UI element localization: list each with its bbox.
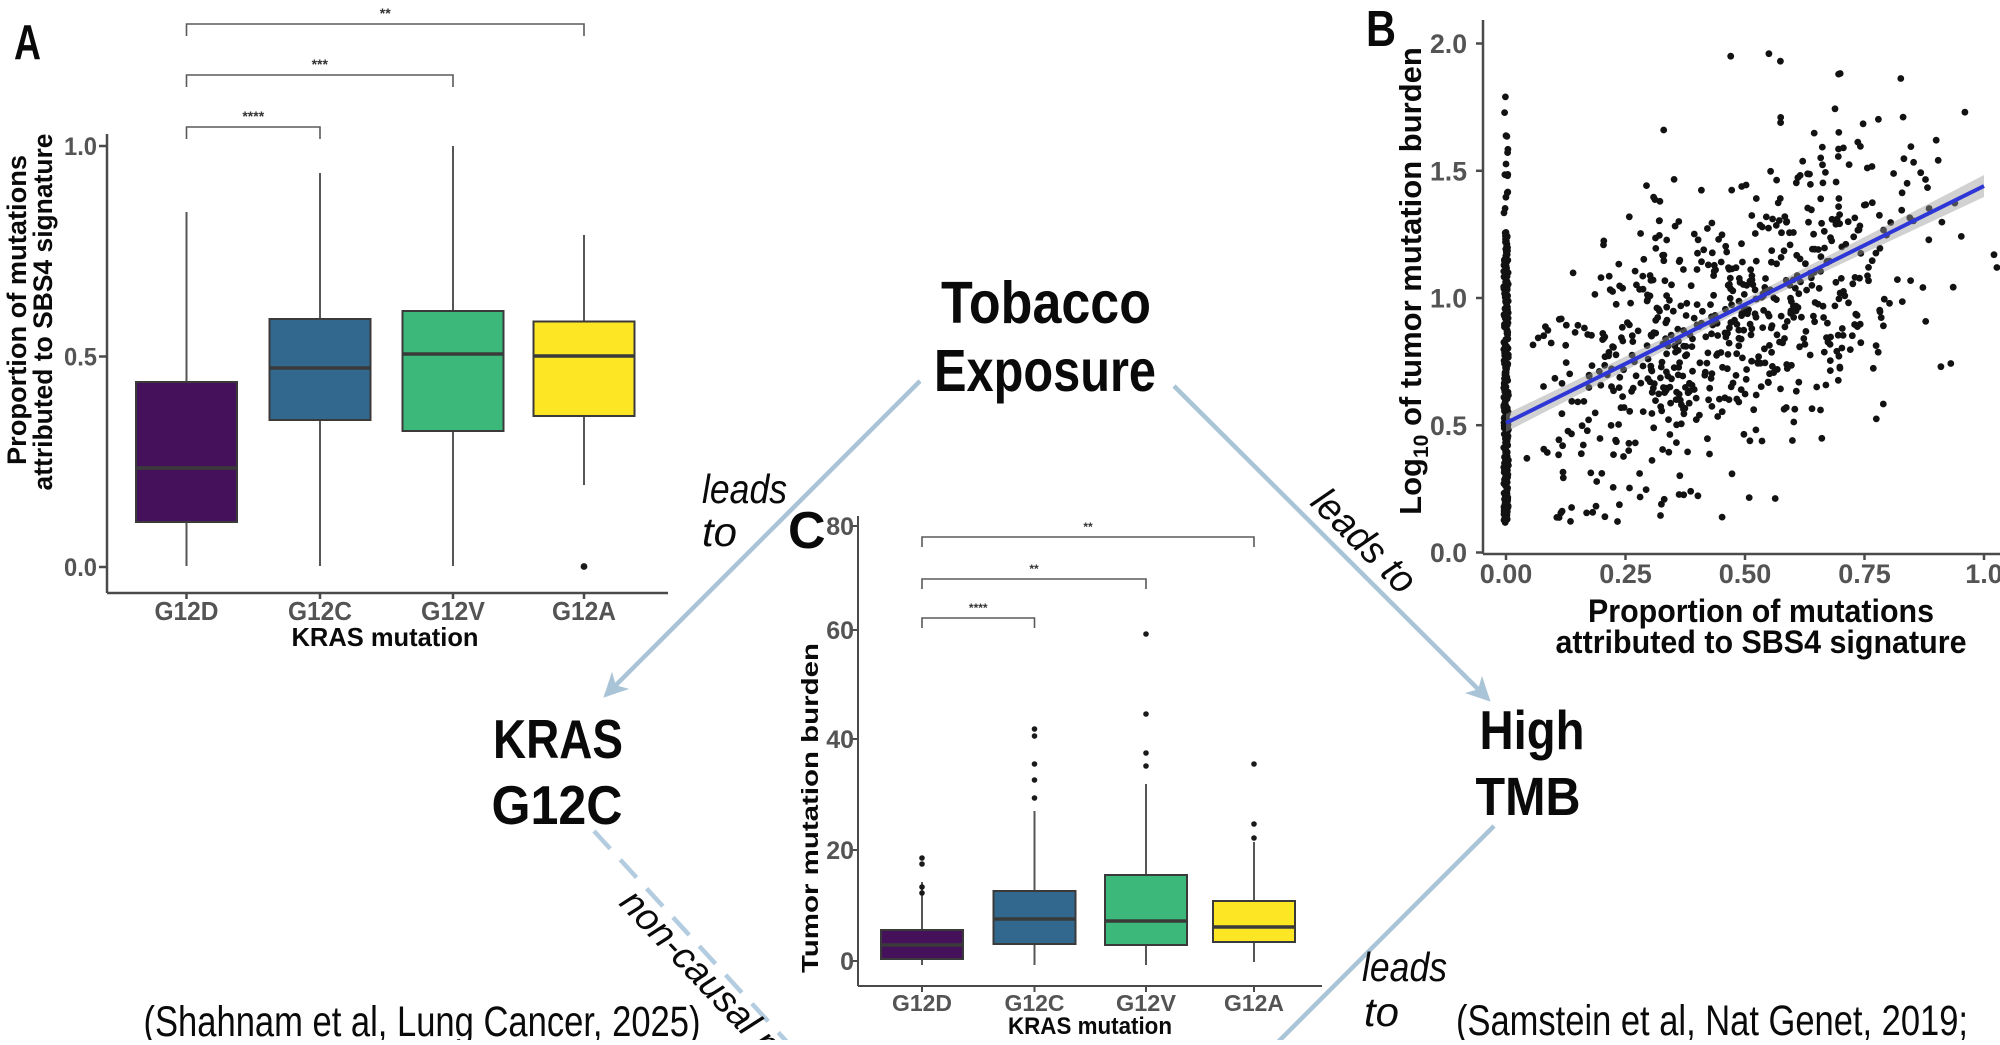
svg-text:1.0: 1.0 (64, 133, 97, 161)
svg-text:***: *** (312, 56, 329, 72)
svg-text:0: 0 (840, 948, 854, 976)
svg-text:0.5: 0.5 (64, 344, 97, 372)
svg-text:0.75: 0.75 (1838, 559, 1891, 589)
svg-text:attributed to SBS4 signature: attributed to SBS4 signature (28, 134, 58, 491)
svg-text:40: 40 (826, 726, 854, 754)
svg-text:High: High (1480, 699, 1585, 761)
svg-text:20: 20 (826, 837, 854, 865)
svg-text:Tobacco: Tobacco (941, 270, 1151, 336)
svg-text:TMB: TMB (1476, 767, 1581, 827)
svg-text:0.50: 0.50 (1719, 559, 1772, 589)
svg-text:to: to (702, 509, 737, 555)
svg-text:leads: leads (1362, 944, 1447, 990)
svg-text:1.5: 1.5 (1430, 156, 1467, 186)
svg-text:**: ** (380, 5, 391, 21)
svg-text:G12A: G12A (552, 596, 616, 626)
svg-text:G12D: G12D (892, 990, 952, 1016)
svg-text:(Shahnam et al, Lung Cancer, 2: (Shahnam et al, Lung Cancer, 2025) (144, 998, 701, 1040)
svg-text:1.0: 1.0 (1965, 559, 2000, 589)
svg-text:C: C (788, 502, 826, 560)
svg-text:Exposure: Exposure (934, 338, 1156, 404)
svg-text:1.0: 1.0 (1430, 284, 1467, 314)
svg-text:**: ** (1029, 562, 1039, 576)
svg-text:G12C: G12C (492, 774, 623, 836)
svg-text:2.0: 2.0 (1430, 29, 1467, 59)
svg-text:0.00: 0.00 (1480, 559, 1533, 589)
svg-text:KRAS mutation: KRAS mutation (1008, 1013, 1172, 1040)
svg-text:0.0: 0.0 (1430, 538, 1467, 568)
svg-text:KRAS mutation: KRAS mutation (292, 622, 479, 652)
svg-text:B: B (1366, 0, 1396, 57)
svg-text:A: A (14, 16, 41, 70)
svg-text:0.25: 0.25 (1599, 559, 1652, 589)
svg-text:80: 80 (826, 513, 854, 541)
svg-text:KRAS: KRAS (493, 708, 623, 770)
svg-text:to: to (1364, 989, 1399, 1035)
svg-text:****: **** (969, 601, 988, 615)
svg-text:0.5: 0.5 (1430, 411, 1467, 441)
svg-text:G12D: G12D (155, 596, 219, 626)
svg-text:attributed to SBS4 signature: attributed to SBS4 signature (1556, 624, 1967, 660)
svg-text:G12A: G12A (1224, 990, 1284, 1016)
svg-text:****: **** (242, 108, 264, 124)
svg-text:Tumor mutation burden: Tumor mutation burden (797, 643, 823, 973)
svg-text:leads: leads (702, 466, 787, 512)
svg-text:**: ** (1083, 520, 1093, 534)
svg-text:60: 60 (826, 617, 854, 645)
svg-text:0.0: 0.0 (64, 554, 97, 582)
svg-text:(Samstein et al, Nat Genet, 20: (Samstein et al, Nat Genet, 2019; (1456, 997, 1968, 1040)
